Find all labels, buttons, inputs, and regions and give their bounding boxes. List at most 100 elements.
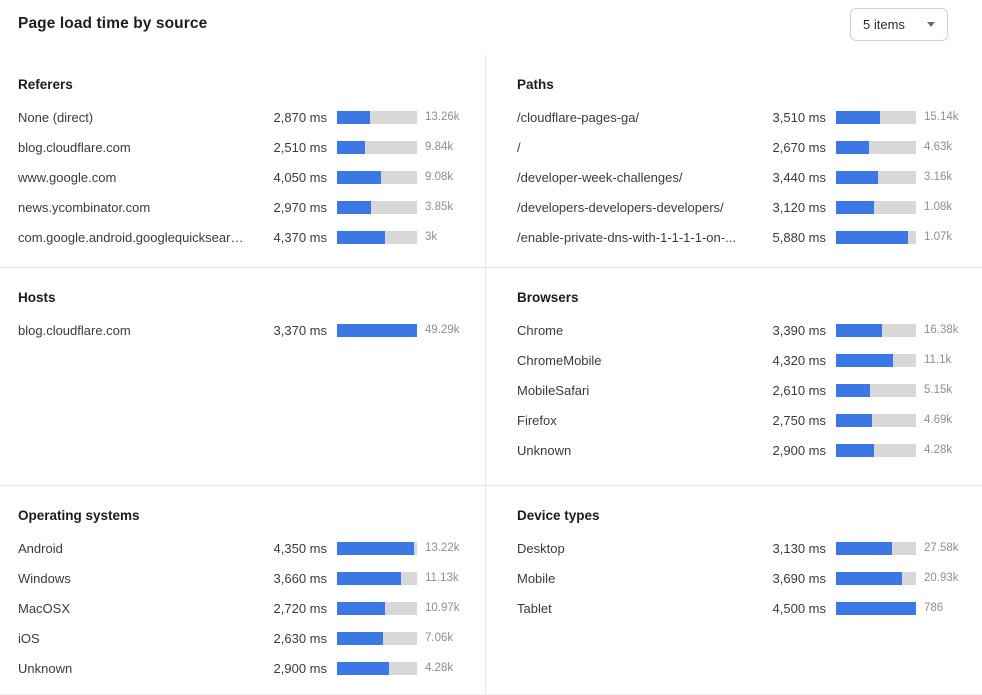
row-ms-value: 3,660 ms	[273, 570, 327, 586]
table-row[interactable]: Desktop 3,130 ms 27.58k	[517, 533, 970, 563]
table-row[interactable]: Tablet 4,500 ms 786	[517, 593, 970, 623]
table-row[interactable]: Mobile 3,690 ms 20.93k	[517, 563, 970, 593]
row-bar	[337, 230, 417, 244]
row-bar	[836, 541, 916, 555]
row-bar-fill	[337, 170, 381, 184]
row-ms-value: 2,610 ms	[772, 382, 826, 398]
table-row[interactable]: /developer-week-challenges/ 3,440 ms 3.1…	[517, 162, 970, 192]
panel-browsers: Browsers Chrome 3,390 ms 16.38k ChromeMo…	[486, 267, 982, 485]
row-count: 27.58k	[924, 542, 959, 554]
table-row[interactable]: / 2,670 ms 4.63k	[517, 132, 970, 162]
table-row[interactable]: Unknown 2,900 ms 4.28k	[18, 653, 471, 683]
row-ms-value: 4,320 ms	[772, 352, 826, 368]
table-row[interactable]: MacOSX 2,720 ms 10.97k	[18, 593, 471, 623]
row-ms-value: 2,750 ms	[772, 412, 826, 428]
row-bar	[836, 353, 916, 367]
table-row[interactable]: news.ycombinator.com 2,970 ms 3.85k	[18, 192, 471, 222]
table-row[interactable]: Unknown 2,900 ms 4.28k	[517, 435, 970, 465]
row-ms-value: 4,350 ms	[273, 540, 327, 556]
table-row[interactable]: None (direct) 2,870 ms 13.26k	[18, 102, 471, 132]
panel-title: Browsers	[517, 290, 579, 305]
row-ms-value: 3,130 ms	[772, 540, 826, 556]
row-bar	[836, 110, 916, 124]
table-row[interactable]: iOS 2,630 ms 7.06k	[18, 623, 471, 653]
row-label: Unknown	[18, 660, 73, 676]
table-row[interactable]: /developers-developers-developers/ 3,120…	[517, 192, 970, 222]
row-ms-value: 2,900 ms	[273, 660, 327, 676]
table-row[interactable]: /cloudflare-pages-ga/ 3,510 ms 15.14k	[517, 102, 970, 132]
table-row[interactable]: MobileSafari 2,610 ms 5.15k	[517, 375, 970, 405]
row-label: Chrome	[517, 322, 564, 338]
row-ms-value: 3,440 ms	[772, 169, 826, 185]
row-label: Mobile	[517, 570, 556, 586]
row-ms-value: 2,720 ms	[273, 600, 327, 616]
row-count: 3.85k	[425, 201, 454, 213]
row-label: com.google.android.googlequicksearc...	[18, 229, 247, 245]
row-bar	[836, 230, 916, 244]
row-ms-value: 3,510 ms	[772, 109, 826, 125]
row-label: www.google.com	[18, 169, 117, 185]
panel-operating-systems: Operating systems Android 4,350 ms 13.22…	[0, 485, 486, 694]
row-ms-value: 2,510 ms	[273, 139, 327, 155]
row-label: Unknown	[517, 442, 572, 458]
row-label: blog.cloudflare.com	[18, 322, 131, 338]
items-count-select[interactable]: 5 items	[850, 8, 948, 41]
row-bar-fill	[836, 140, 869, 154]
row-ms-value: 3,690 ms	[772, 570, 826, 586]
table-row[interactable]: Firefox 2,750 ms 4.69k	[517, 405, 970, 435]
row-ms-value: 2,630 ms	[273, 630, 327, 646]
row-bar-fill	[836, 110, 880, 124]
row-label: Windows	[18, 570, 71, 586]
row-count: 4.63k	[924, 141, 953, 153]
table-row[interactable]: Windows 3,660 ms 11.13k	[18, 563, 471, 593]
row-bar-fill	[836, 443, 875, 457]
row-count: 10.97k	[425, 602, 460, 614]
row-label: /cloudflare-pages-ga/	[517, 109, 640, 125]
row-bar-fill	[337, 323, 417, 337]
dashboard-header: Page load time by source 5 items	[0, 0, 982, 55]
row-label: news.ycombinator.com	[18, 199, 151, 215]
row-ms-value: 4,370 ms	[273, 229, 327, 245]
row-bar	[337, 661, 417, 675]
row-label: /enable-private-dns-with-1-1-1-1-on-...	[517, 229, 736, 245]
row-bar-fill	[836, 383, 871, 397]
table-row[interactable]: blog.cloudflare.com 2,510 ms 9.84k	[18, 132, 471, 162]
row-bar-fill	[836, 323, 882, 337]
row-bar	[337, 140, 417, 154]
row-ms-value: 4,500 ms	[772, 600, 826, 616]
table-row[interactable]: Android 4,350 ms 13.22k	[18, 533, 471, 563]
row-bar-fill	[836, 200, 874, 214]
page-title: Page load time by source	[18, 15, 208, 32]
row-ms-value: 3,390 ms	[772, 322, 826, 338]
panel-hosts: Hosts blog.cloudflare.com 3,370 ms 49.29…	[0, 267, 486, 485]
row-label: Android	[18, 540, 63, 556]
table-row[interactable]: Chrome 3,390 ms 16.38k	[517, 315, 970, 345]
row-count: 15.14k	[924, 111, 959, 123]
panel-referers: Referers None (direct) 2,870 ms 13.26k b…	[0, 55, 486, 267]
row-count: 5.15k	[924, 384, 953, 396]
row-bar-fill	[836, 601, 916, 615]
row-count: 3k	[425, 231, 438, 243]
panels-grid: Referers None (direct) 2,870 ms 13.26k b…	[0, 55, 982, 695]
row-count: 20.93k	[924, 572, 959, 584]
table-row[interactable]: com.google.android.googlequicksearc... 4…	[18, 222, 471, 252]
row-bar-fill	[337, 140, 365, 154]
row-label: ChromeMobile	[517, 352, 602, 368]
row-bar	[836, 383, 916, 397]
table-row[interactable]: /enable-private-dns-with-1-1-1-1-on-... …	[517, 222, 970, 252]
items-count-value: 5 items	[863, 17, 905, 32]
row-label: blog.cloudflare.com	[18, 139, 131, 155]
row-bar	[337, 200, 417, 214]
table-row[interactable]: ChromeMobile 4,320 ms 11.1k	[517, 345, 970, 375]
row-count: 9.08k	[425, 171, 454, 183]
table-row[interactable]: blog.cloudflare.com 3,370 ms 49.29k	[18, 315, 471, 345]
row-ms-value: 2,970 ms	[273, 199, 327, 215]
row-bar	[337, 541, 417, 555]
table-row[interactable]: www.google.com 4,050 ms 9.08k	[18, 162, 471, 192]
row-bar-fill	[337, 200, 371, 214]
row-bar	[836, 413, 916, 427]
row-bar	[337, 110, 417, 124]
row-bar	[337, 571, 417, 585]
row-label: /developers-developers-developers/	[517, 199, 724, 215]
row-bar	[836, 443, 916, 457]
